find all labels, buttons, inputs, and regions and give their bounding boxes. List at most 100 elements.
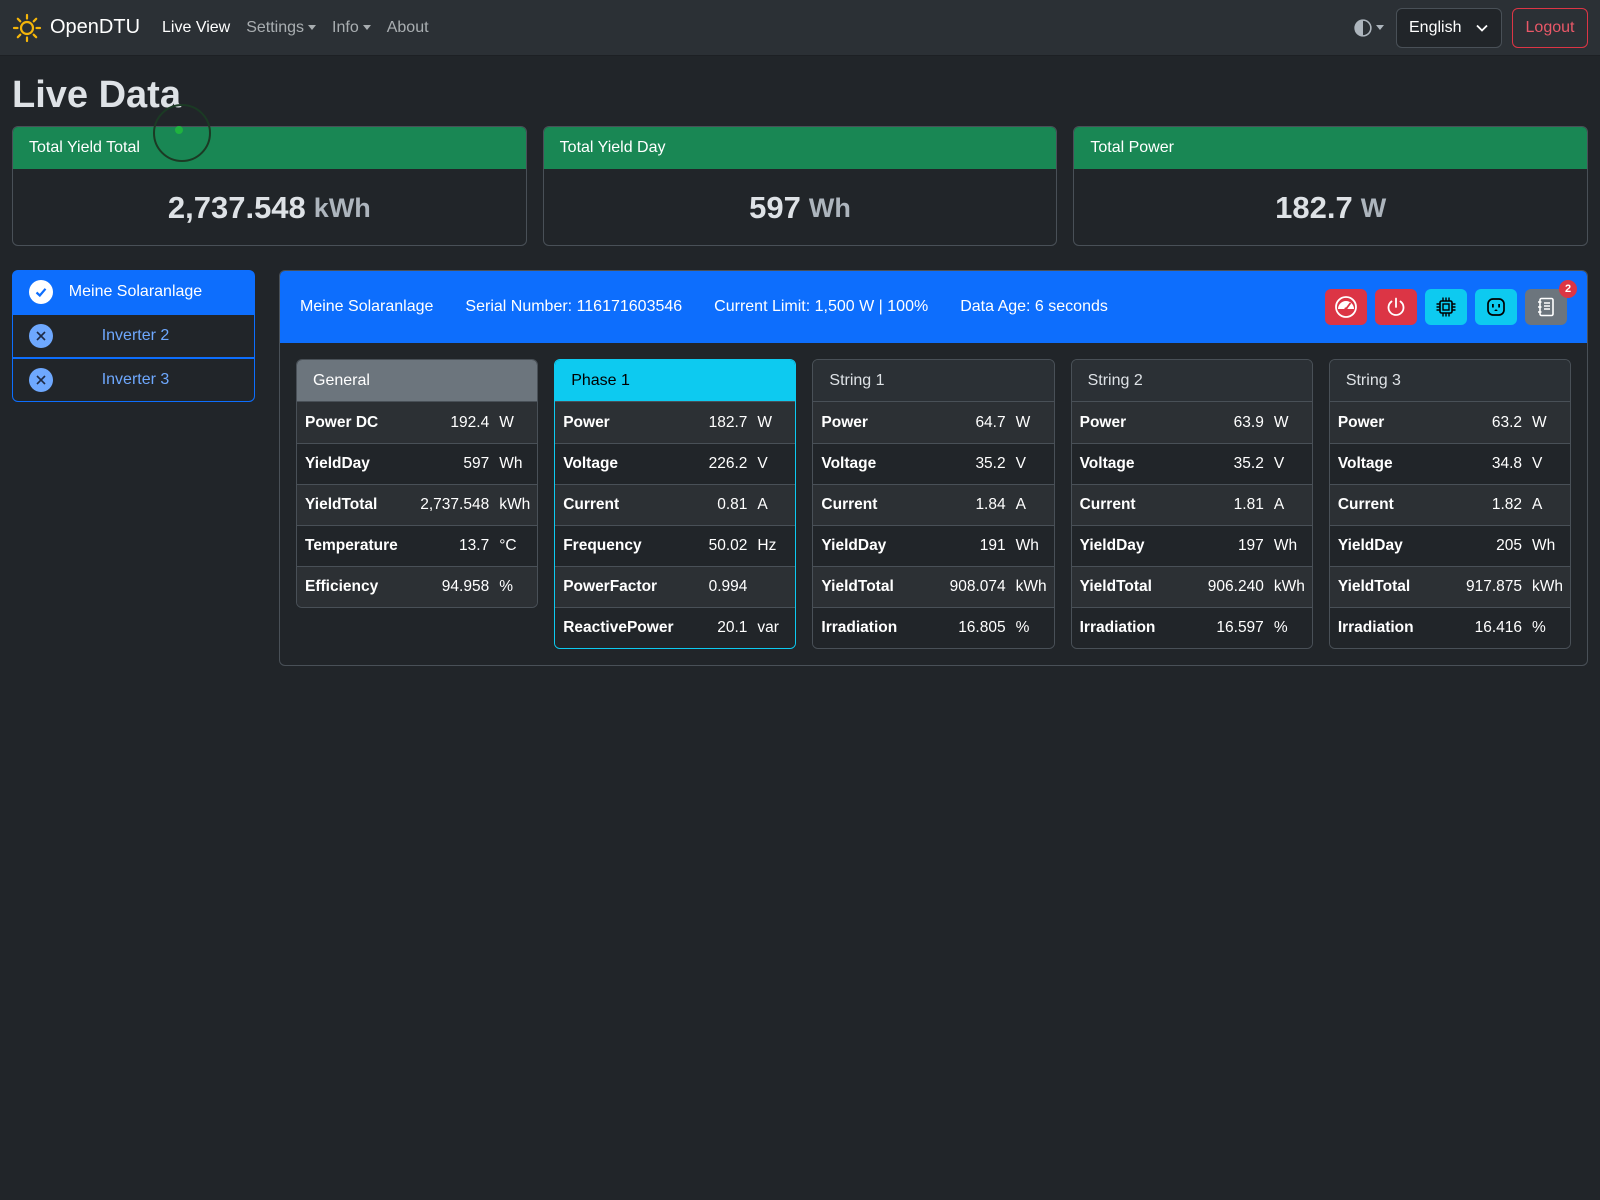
inverter-tab-meine-solaranlage[interactable]: Meine Solaranlage	[12, 270, 255, 314]
row-unit: %	[1015, 619, 1030, 636]
row-label: Voltage	[1337, 455, 1393, 472]
row-unit: V	[1015, 455, 1026, 472]
channel-card-phase-1: Phase 1 Power 182.7 W Voltage 226.2 V Curren…	[554, 359, 797, 649]
language-select[interactable]: English	[1396, 7, 1502, 48]
language-value: English	[1409, 18, 1462, 36]
row-unit: W	[499, 413, 514, 431]
summary-value: 182.7	[1275, 190, 1353, 225]
row-label: Frequency	[563, 537, 642, 554]
caret-down-icon	[1376, 25, 1384, 30]
row-label: YieldDay	[305, 455, 370, 472]
table-row: Power DC 192.4 W	[297, 402, 538, 443]
row-label: Irradiation	[821, 619, 898, 636]
cpu-icon	[1436, 297, 1456, 317]
theme-toggle[interactable]	[1354, 18, 1384, 37]
row-unit: W	[757, 413, 773, 431]
row-value: 35.2	[1233, 455, 1264, 472]
table-row: YieldTotal 2,737.548 kWh	[297, 484, 538, 525]
current-limit: Current Limit: 1,500 W | 100%	[714, 298, 929, 315]
summary-card-title: Total Yield Day	[543, 127, 1057, 169]
summary-value: 597	[749, 190, 801, 225]
inverter-tab-label: Inverter 3	[101, 371, 170, 388]
table-row: Current 1.81 A	[1071, 484, 1312, 525]
row-value: 205	[1496, 537, 1523, 554]
row-unit: %	[1532, 619, 1546, 636]
row-label: Power DC	[305, 413, 379, 431]
summary-unit: W	[1360, 192, 1387, 223]
table-row: Current 1.84 A	[813, 484, 1054, 525]
nav-live-view-label: Live View	[162, 18, 231, 36]
table-row: YieldTotal 917.875 kWh	[1329, 566, 1571, 607]
navbar: OpenDTU Live View Settings Info About En…	[0, 0, 1600, 56]
summary-card-body: 597 Wh	[544, 169, 1057, 245]
table-row: YieldDay 191 Wh	[813, 525, 1054, 566]
channel-cards: General Power DC 192.4 W YieldDay 597 Wh Yie…	[280, 343, 1587, 649]
row-unit: V	[1532, 455, 1543, 472]
nav-settings[interactable]: Settings	[246, 19, 317, 37]
row-unit: %	[1273, 619, 1288, 636]
inverter-tab-inverter-3[interactable]: Inverter 3	[12, 358, 255, 402]
table-row: Frequency 50.02 Hz	[555, 525, 796, 566]
limit-settings-button[interactable]	[1325, 289, 1367, 325]
speedometer-icon	[1335, 296, 1357, 318]
nav-about[interactable]: About	[387, 19, 429, 37]
table-row: Voltage 34.8 V	[1329, 443, 1571, 484]
channel-table: Power 63.2 W Voltage 34.8 V Current 1.82 A Yie…	[1329, 402, 1571, 648]
row-value: 64.7	[975, 413, 1006, 431]
row-value: 20.1	[717, 619, 748, 636]
chevron-down-icon	[1476, 24, 1488, 32]
channel-title: String 1	[813, 360, 1054, 402]
row-unit: V	[757, 455, 768, 472]
event-log-button[interactable]: 2	[1525, 280, 1577, 325]
power-icon	[1387, 297, 1405, 316]
row-value: 16.805	[958, 619, 1006, 636]
row-unit: V	[1273, 455, 1285, 472]
brand-name: OpenDTU	[50, 16, 141, 38]
nav-info[interactable]: Info	[332, 19, 371, 37]
row-label: Power	[1079, 413, 1127, 431]
brand-link[interactable]: OpenDTU	[12, 13, 140, 43]
row-label: YieldDay	[1337, 537, 1403, 554]
outlet-icon	[1487, 298, 1505, 316]
nav-live-view[interactable]: Live View	[162, 19, 230, 37]
table-row: ReactivePower 20.1 var	[555, 607, 796, 648]
summary-value: 2,737.548	[167, 190, 306, 225]
table-row: Current 1.82 A	[1329, 484, 1571, 525]
inverter-name: Meine Solaranlage	[300, 298, 434, 315]
channel-card-general: General Power DC 192.4 W YieldDay 597 Wh Yie…	[296, 359, 539, 608]
grid-profile-button[interactable]	[1475, 289, 1517, 325]
row-label: YieldTotal	[821, 578, 894, 595]
loading-spinner-icon	[153, 104, 211, 162]
summary-card-title: Total Power	[1074, 127, 1588, 169]
row-value: 1.82	[1491, 496, 1523, 513]
device-info-button[interactable]	[1425, 289, 1467, 325]
row-unit: A	[1015, 496, 1026, 513]
row-unit: Wh	[499, 455, 523, 472]
row-value: 192.4	[450, 413, 490, 431]
half-circle-icon	[1354, 18, 1372, 37]
row-unit: kWh	[1532, 578, 1564, 595]
logout-button[interactable]: Logout	[1512, 7, 1588, 48]
row-label: PowerFactor	[563, 578, 658, 595]
inverter-tab-label: Inverter 2	[101, 327, 170, 344]
sun-icon	[12, 13, 42, 42]
row-label: ReactivePower	[563, 619, 674, 636]
x-icon	[29, 324, 53, 348]
inverter-tab-inverter-2[interactable]: Inverter 2	[12, 314, 255, 358]
table-row: Irradiation 16.416%	[1329, 607, 1571, 648]
row-label: Voltage	[1079, 455, 1135, 472]
channel-title: String 3	[1329, 360, 1571, 402]
row-label: Current	[821, 496, 878, 513]
row-unit: A	[1532, 496, 1543, 513]
row-label: Irradiation	[1337, 619, 1414, 636]
row-label: YieldTotal	[1337, 578, 1411, 595]
row-label: YieldDay	[821, 537, 887, 554]
table-row: YieldDay 197 Wh	[1071, 525, 1312, 566]
power-control-button[interactable]	[1375, 289, 1417, 325]
row-value: 917.875	[1465, 578, 1523, 595]
summary-card-total-power: Total Power 182.7 W	[1073, 126, 1589, 246]
row-label: Irradiation	[1079, 619, 1156, 636]
row-unit: kWh	[1273, 578, 1305, 595]
table-row: Power 64.7 W	[813, 402, 1054, 443]
table-row: Power 182.7 W	[555, 402, 796, 443]
